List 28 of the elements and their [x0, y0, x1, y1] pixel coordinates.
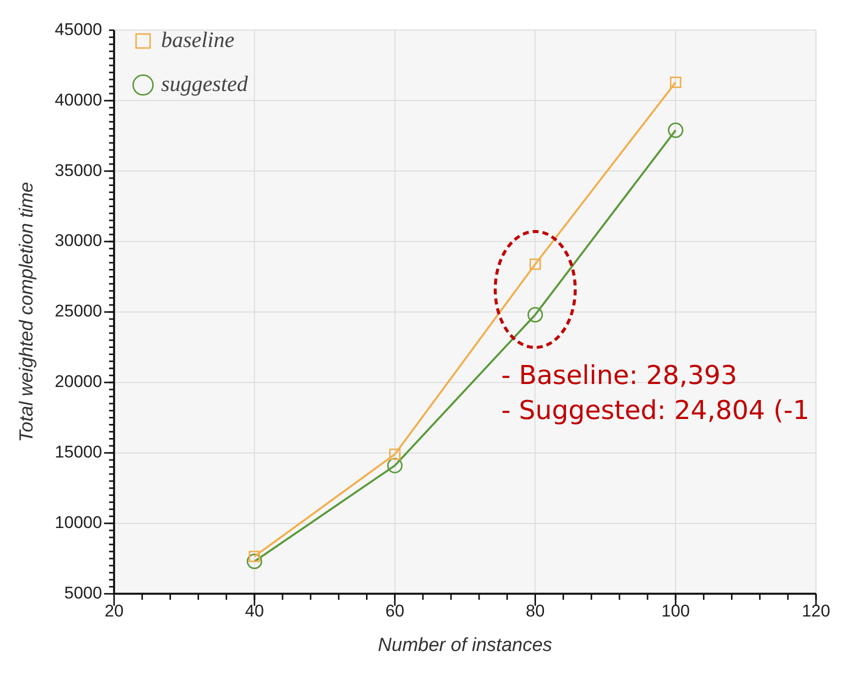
y-tick-label: 25000	[54, 302, 102, 321]
x-tick-label: 40	[244, 602, 264, 621]
legend-label: baseline	[161, 26, 235, 52]
x-axis-title: Number of instances	[378, 634, 553, 656]
y-tick-label: 30000	[54, 231, 102, 250]
y-tick-label: 35000	[54, 160, 102, 180]
annotation: - Suggested: 24,804 (-1	[501, 396, 810, 426]
point	[387, 458, 403, 474]
x-tick-label: 100	[661, 602, 690, 621]
x-tick-label: 80	[526, 602, 545, 621]
x-tick-label: 20	[104, 602, 124, 621]
y-tick-label: 15000	[54, 442, 102, 462]
y-tick-label: 40000	[54, 90, 102, 110]
y-tick-label: 5000	[64, 583, 102, 602]
point	[246, 554, 262, 570]
point	[668, 122, 684, 138]
y-tick-label: 45000	[54, 20, 102, 39]
x-tick-label: 120	[802, 602, 830, 621]
point	[527, 307, 543, 323]
y-tick-label: 20000	[54, 372, 102, 392]
y-axis-title: Total weighted completion time	[16, 182, 38, 442]
annotation: - Baseline: 28,393	[501, 361, 738, 392]
point	[670, 76, 682, 88]
point	[389, 448, 401, 460]
y-tick-label: 10000	[54, 513, 102, 532]
legend-label: suggested	[161, 70, 249, 96]
x-tick-label: 60	[385, 602, 404, 621]
point	[530, 258, 541, 270]
